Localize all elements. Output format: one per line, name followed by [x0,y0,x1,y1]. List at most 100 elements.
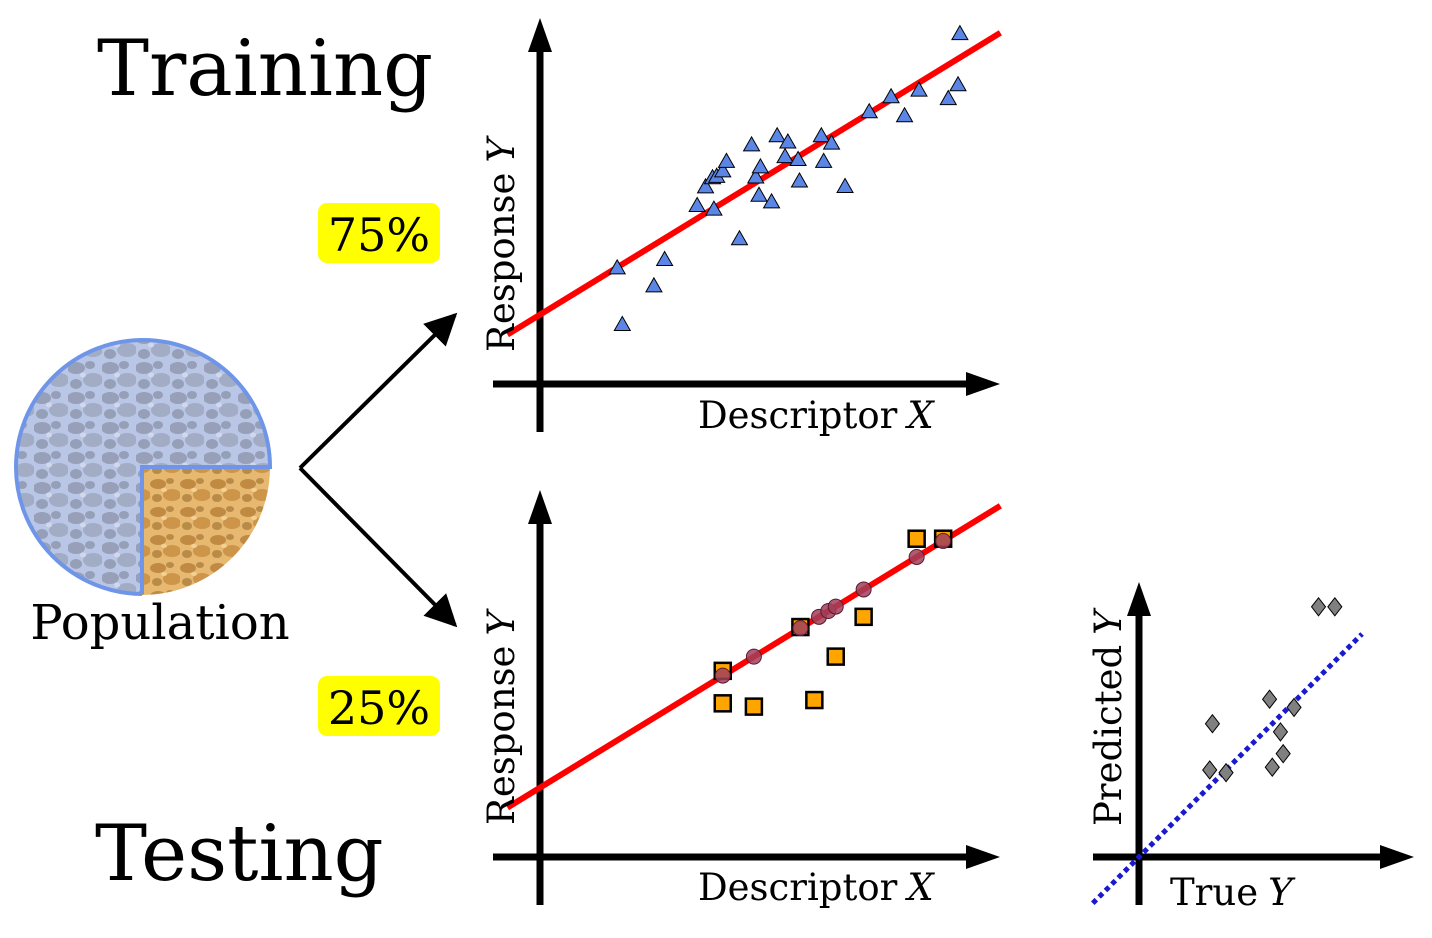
testing-x-arrowhead [966,845,1000,869]
testing-true-point [805,690,824,710]
testing-x-label: Descriptor X [698,866,935,909]
testing-predicted-point [855,581,872,598]
parity-y-label: Predicted Y [1087,607,1130,826]
population-pie [14,338,273,596]
population-test-slice [142,467,270,595]
training-point [688,196,707,213]
training-x-arrowhead [966,372,1000,396]
training-point [613,315,632,332]
training-y-label-word: Response [480,173,523,352]
training-point [895,106,914,123]
testing-axes [493,490,1000,905]
test-percent-badge-bg [318,676,440,736]
training-point [608,258,627,275]
training-panel: Descriptor X Response Y [480,18,1002,437]
parity-y-label-word: Predicted [1087,645,1130,826]
testing-true-point [744,697,764,716]
testing-true-point [826,647,845,666]
training-point [949,75,967,92]
parity-x-label-var: Y [1268,871,1296,914]
population-label: Population [30,595,289,651]
training-axes [493,18,1000,432]
train-percent-badge: 75% [318,203,440,263]
parity-markers [1202,596,1343,783]
training-point [860,102,879,119]
parity-x-label-word: True [1170,871,1258,914]
parity-point [1218,762,1234,783]
testing-predicted-point [792,620,809,637]
training-point [645,276,663,293]
testing-predicted-point [714,667,731,684]
training-point [822,134,841,150]
training-point [713,161,732,178]
training-x-label-var: X [904,394,935,437]
training-point [746,168,765,184]
testing-true-point [713,694,732,713]
parity-y-label-var: Y [1087,607,1130,635]
training-x-label-word: Descriptor [698,394,898,437]
parity-point [1275,743,1291,764]
training-point [696,177,715,194]
parity-point [1310,596,1327,617]
training-markers [608,24,969,332]
test-percent-label: 25% [328,681,430,735]
training-point [751,157,770,174]
testing-y-arrowhead [528,490,552,524]
testing-y-label: Response Y [480,608,523,825]
parity-point [1204,713,1221,734]
test-split-arrow [298,466,458,628]
training-title: Training [97,24,433,114]
parity-point [1264,757,1280,778]
testing-y-label-word: Response [480,646,523,825]
training-point [717,152,736,168]
training-point [655,250,674,267]
training-point [790,172,809,188]
train-percent-badge-bg [318,203,440,263]
testing-predicted-point [935,532,952,549]
parity-x-label: True Y [1170,871,1296,914]
training-fit-line [505,30,1002,338]
training-x-label: Descriptor X [698,394,935,437]
training-point [882,87,900,104]
train-percent-label: 75% [328,208,430,262]
parity-point [1261,689,1278,710]
testing-predicted-point [745,648,762,665]
training-y-label-var: Y [480,135,523,163]
testing-x-label-word: Descriptor [698,866,898,909]
training-y-arrowhead [528,18,552,52]
training-point [742,135,761,152]
testing-y-label-var: Y [480,608,523,636]
training-point [778,132,797,149]
testing-predicted-point [908,548,925,565]
training-y-label: Response Y [480,135,523,352]
training-point [762,192,781,209]
walnut-pile-icon [15,340,271,594]
training-point [776,147,794,164]
training-point [768,126,787,143]
parity-x-arrowhead [1380,845,1414,869]
training-point [814,152,833,168]
training-point [951,24,969,41]
testing-x-label-var: X [904,866,935,909]
parity-panel: True Y PredictedY [1087,582,1414,914]
training-point [910,81,928,97]
training-point [789,150,807,167]
training-point [730,229,749,246]
testing-markers [713,529,953,716]
train-split-arrow [298,312,458,470]
testing-title: Testing [95,809,384,899]
training-point [939,89,958,106]
parity-point [1272,722,1289,742]
testing-true-point [907,529,926,548]
test-percent-badge: 25% [318,676,440,736]
parity-point [1202,760,1218,780]
parity-point [1286,697,1302,718]
parity-y-arrowhead [1127,582,1151,616]
testing-true-point [854,607,873,627]
training-point [705,200,723,216]
testing-predicted-point [827,598,844,615]
population-train-outline [14,338,273,596]
testing-panel: Descriptor X Response Y [480,490,1002,909]
training-point [750,186,768,202]
